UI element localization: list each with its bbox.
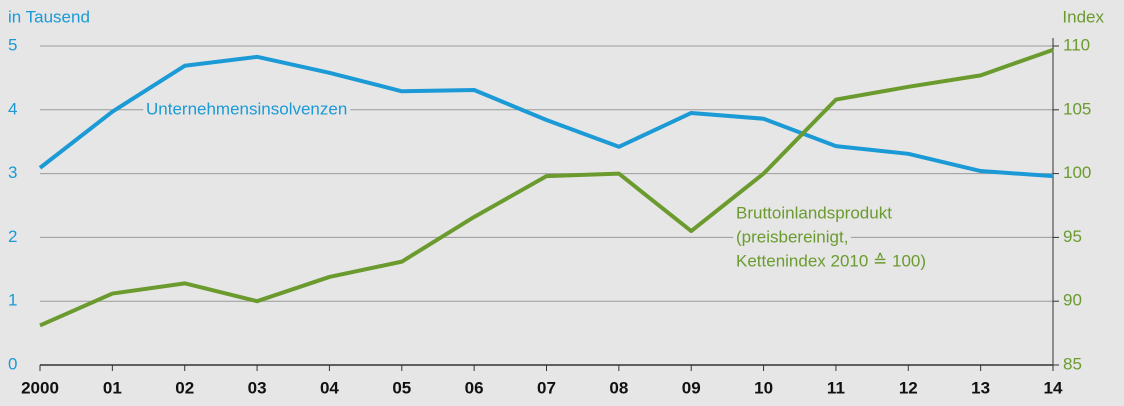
x-tick-label: 08: [609, 378, 628, 397]
series-label: Kettenindex 2010 ≙ 100): [736, 251, 926, 270]
x-tick-label: 10: [754, 378, 773, 397]
x-tick-label: 02: [175, 378, 194, 397]
y-tick-label: 3: [8, 163, 17, 182]
x-tick-label: 2000: [21, 378, 59, 397]
x-tick-label: 14: [1044, 378, 1063, 397]
y-tick-label: 2: [8, 227, 17, 246]
y-tick-label: 5: [8, 35, 17, 54]
line: [39, 47, 1054, 328]
y2-tick-label: 90: [1063, 291, 1082, 310]
x-tick-label: 07: [537, 378, 556, 397]
x-tick-label: 13: [971, 378, 990, 397]
series-label: Bruttoinlandsprodukt: [736, 203, 892, 222]
y-tick-label: 0: [8, 354, 17, 373]
x-tick-label: 03: [248, 378, 267, 397]
x-tick-label: 09: [682, 378, 701, 397]
line: [38, 54, 1054, 179]
y2-axis-label: Index: [1062, 7, 1104, 26]
x-tick-label: 12: [899, 378, 918, 397]
y2-tick-label: 105: [1063, 99, 1091, 118]
series-label: Unternehmensinsolvenzen: [146, 99, 347, 118]
y2-tick-label: 95: [1063, 227, 1082, 246]
x-tick-label: 06: [465, 378, 484, 397]
y-tick-label: 1: [8, 291, 17, 310]
y2-tick-label: 85: [1063, 354, 1082, 373]
x-tick-label: 04: [320, 378, 339, 397]
y2-tick-label: 110: [1063, 35, 1090, 54]
x-tick-label: 01: [103, 378, 122, 397]
y-tick-label: 4: [8, 99, 17, 118]
x-tick-label: 05: [392, 378, 411, 397]
x-tick-label: 11: [827, 378, 845, 397]
y2-tick-label: 100: [1063, 163, 1091, 182]
series-label: (preisbereinigt,: [736, 227, 848, 246]
y-axis-label: in Tausend: [8, 7, 90, 26]
